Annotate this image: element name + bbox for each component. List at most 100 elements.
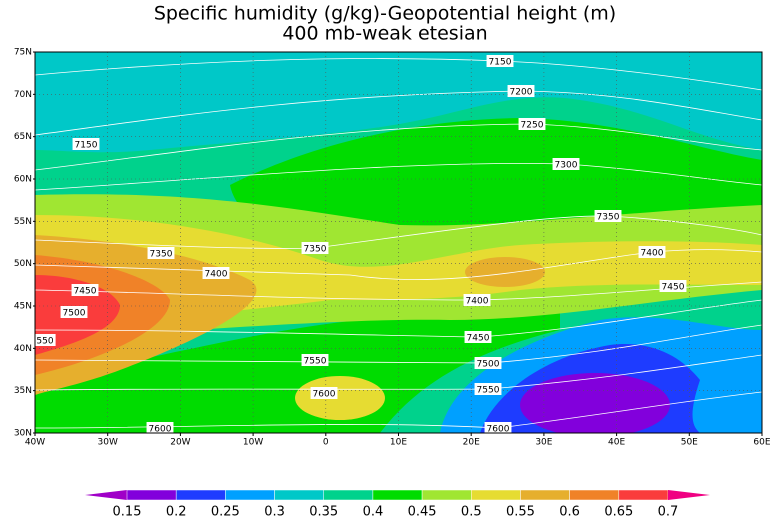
contour-label-text: 7500 <box>63 309 86 319</box>
x-tick-label: 60E <box>753 438 770 448</box>
contour-label-box <box>301 242 329 254</box>
contour-label-box <box>474 383 502 395</box>
colorbar-box <box>569 489 620 501</box>
colorbar-label: 0.7 <box>658 505 679 520</box>
colorbar-label: 0.45 <box>408 505 437 520</box>
contour-label-box <box>71 284 99 296</box>
contour-label-box <box>463 294 491 306</box>
contour-label-box <box>638 246 666 258</box>
y-tick-label: 45N <box>14 302 32 312</box>
contour-label-box <box>60 306 88 318</box>
colorbar-box <box>421 489 472 501</box>
axis-ticks: 40W 30W 20W 10W 0 10E 20E 30E 40E 50E 60E 30N 35N 40N… <box>14 48 771 448</box>
contour-label-box <box>35 334 56 346</box>
colorbar: 0.15 0.2 0.25 0.3 0.35 0.4 0.45 0.5 0.55 0.6 0.65 0… <box>85 489 710 520</box>
field-gold-east <box>465 257 545 287</box>
contour-label-text: 7150 <box>75 141 98 151</box>
y-tick-label: 55N <box>14 217 32 227</box>
y-tick-label: 30N <box>14 429 32 439</box>
contour-label: 7550 <box>474 383 502 396</box>
contour-label-box <box>202 267 230 279</box>
contour-label: 7150 <box>486 55 514 68</box>
contour-label-text: 7400 <box>641 249 664 259</box>
contour-label: 7350 <box>594 210 622 223</box>
colorbar-box <box>323 489 374 501</box>
colorbar-box <box>372 489 423 501</box>
contour-label-text: 7200 <box>510 88 533 98</box>
contour-label-text: 7400 <box>466 297 489 307</box>
x-tick-label: 10W <box>243 438 263 448</box>
x-tick-label: 30E <box>535 438 552 448</box>
contour-label-box <box>72 138 100 150</box>
contour-label-box <box>507 85 535 97</box>
contour-label-box <box>301 354 329 366</box>
contour-label: 7300 <box>552 158 580 171</box>
y-tick-label: 60N <box>14 175 32 185</box>
colorbar-box <box>274 489 324 501</box>
contour-label-text: 7600 <box>149 425 172 435</box>
contour-label-text: 7350 <box>304 245 327 255</box>
height-contours <box>35 58 762 429</box>
x-tick-label: 40E <box>608 438 625 448</box>
contour-label: 7250 <box>518 118 546 131</box>
y-tick-label: 35N <box>14 386 32 396</box>
y-tick-label: 50N <box>14 259 32 269</box>
contour-label-box <box>464 331 492 343</box>
contour-label: 7600 <box>146 422 174 435</box>
contour-label: 7500 <box>60 306 88 319</box>
contour-label: 7450 <box>71 284 99 297</box>
contour-label-text: 7450 <box>74 287 97 297</box>
colorbar-box <box>520 489 570 501</box>
colorbar-label: 0.5 <box>461 505 482 520</box>
colorbar-label: 0.6 <box>559 505 580 520</box>
colorbar-high-triangle <box>668 490 710 500</box>
contour-label: 7450 <box>659 280 687 293</box>
contour-label: 7200 <box>507 85 535 98</box>
contour-label: 7400 <box>638 246 666 259</box>
contour-label-text: 7550 <box>477 386 500 396</box>
colorbar-label: 0.55 <box>506 505 535 520</box>
x-tick-label: 20W <box>170 438 190 448</box>
contour-label-text: 7450 <box>467 334 490 344</box>
contour-label-text: 7500 <box>477 360 500 370</box>
contour-label-box <box>146 422 174 433</box>
title: Specific humidity (g/kg)-Geopotential he… <box>154 3 616 25</box>
contour-label: 7450 <box>464 331 492 344</box>
subtitle: 400 mb-weak etesian <box>282 23 487 45</box>
contour-label-text: 7600 <box>487 425 510 435</box>
colorbar-box <box>225 489 275 501</box>
colorbar-label: 0.65 <box>604 505 633 520</box>
contour-label: 7600 <box>484 422 512 435</box>
contour-label-box <box>484 422 512 433</box>
contour-label-text: 7450 <box>662 283 685 293</box>
x-tick-label: 30W <box>98 438 118 448</box>
colorbar-box <box>126 489 177 501</box>
contour-label-text: 7600 <box>313 390 336 400</box>
contour-label: 7500 <box>474 357 502 370</box>
contour-label-text: 7400 <box>205 270 228 280</box>
contour-label-text: 7150 <box>489 58 512 68</box>
colorbar-label: 0.25 <box>211 505 240 520</box>
contour-label-box <box>552 158 580 170</box>
contour-label-box <box>147 247 175 259</box>
colorbar-label: 0.35 <box>309 505 338 520</box>
field-cyan <box>35 52 762 153</box>
colorbar-label: 0.15 <box>113 505 142 520</box>
x-tick-label: 0 <box>323 438 329 448</box>
x-tick-label: 20E <box>463 438 480 448</box>
colorbar-low-triangle <box>85 490 127 500</box>
contour-labels: 7150 7200 7250 7300 7150 7350 7350 7350 7400 7400… <box>35 55 687 435</box>
contour-label-box <box>594 210 622 222</box>
humidity-field: 7150 7200 7250 7300 7150 7350 7350 7350 7400 7400… <box>35 52 762 435</box>
field-green <box>230 118 762 237</box>
x-tick-label: 10E <box>390 438 407 448</box>
contour-label: 7400 <box>202 267 230 280</box>
colorbar-box <box>471 489 521 501</box>
contour-label-box <box>310 387 338 399</box>
field-yellow-south <box>295 376 385 420</box>
colorbar-label: 0.4 <box>363 505 384 520</box>
y-tick-label: 70N <box>14 90 32 100</box>
contour-label-box <box>486 55 514 67</box>
contour-label: 7350 <box>301 242 329 255</box>
